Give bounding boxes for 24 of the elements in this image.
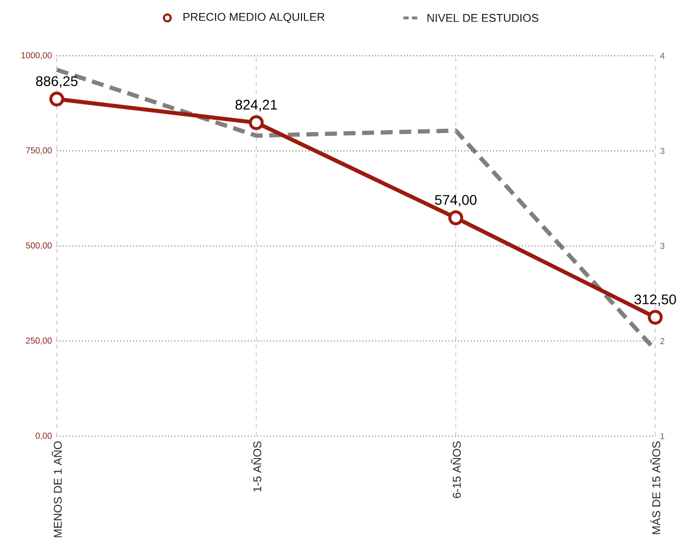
point [648, 310, 663, 324]
y-tick-label: 750,00 [26, 147, 52, 154]
y-tick-label: 250,00 [26, 337, 52, 344]
y2-tick-label: 4 [660, 52, 664, 58]
legend-label: NIVEL DE ESTUDIOS [428, 14, 538, 22]
x-tick-label: 1-5 AÑOS [251, 441, 262, 492]
y-tick-label: 0,00 [36, 432, 52, 440]
x-tick-label: 6-15 AÑOS [450, 441, 461, 498]
y2-tick-label: 2 [660, 338, 664, 344]
y-tick-label: 1000,00 [22, 52, 52, 60]
point [248, 114, 264, 130]
data-label: 312,50 [634, 294, 676, 306]
y2-tick-label: 3 [660, 148, 664, 154]
y-tick-label: 500,00 [26, 242, 52, 250]
data-label: 824,21 [236, 100, 277, 112]
point [448, 210, 464, 226]
y2-tick-label: 3 [660, 242, 664, 249]
data-label: 886,25 [36, 76, 78, 88]
data-label: 574,00 [435, 194, 477, 206]
x-tick-label: MÁS DE 15 AÑOS [650, 441, 660, 534]
point [49, 91, 64, 106]
legend-label: PRECIO MEDIO ALQUILER [184, 12, 324, 23]
x-tick-label: MENOS DE 1 AÑO [52, 441, 62, 537]
y2-tick-label: 1 [660, 432, 664, 439]
